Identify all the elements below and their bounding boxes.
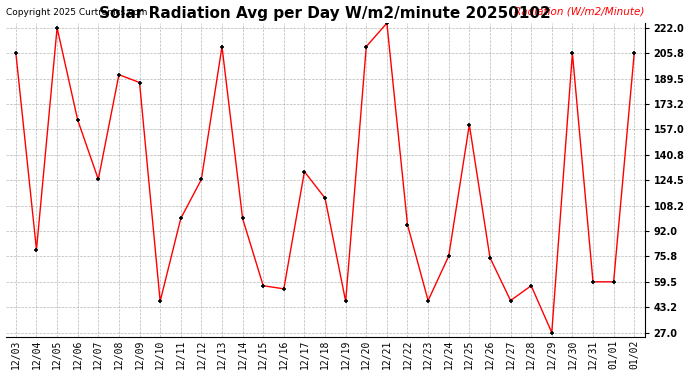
Point (155, 298, 166, 304)
Point (567, 50, 578, 56)
Point (422, 297, 433, 303)
Point (92, 176, 104, 182)
Point (278, 286, 289, 292)
Point (217, 44, 228, 50)
Text: Radiation (W/m2/Minute): Radiation (W/m2/Minute) (514, 7, 644, 17)
Point (505, 297, 516, 303)
Point (443, 253, 454, 259)
Point (629, 50, 640, 56)
Point (257, 283, 268, 289)
Point (31, 247, 42, 253)
Point (608, 279, 619, 285)
Point (72, 117, 83, 123)
Point (237, 216, 248, 222)
Point (134, 80, 145, 86)
Point (587, 279, 598, 285)
Point (361, 44, 372, 50)
Point (299, 169, 310, 175)
Point (402, 222, 413, 228)
Point (484, 255, 495, 261)
Point (52, 25, 63, 31)
Text: Copyright 2025 Curtronics.com: Copyright 2025 Curtronics.com (6, 8, 147, 17)
Point (10, 50, 21, 56)
Point (175, 216, 186, 222)
Title: Solar Radiation Avg per Day W/m2/minute 20250102: Solar Radiation Avg per Day W/m2/minute … (99, 6, 551, 21)
Point (526, 283, 537, 289)
Point (196, 176, 207, 182)
Point (340, 298, 351, 304)
Point (319, 195, 331, 201)
Point (546, 330, 558, 336)
Point (464, 122, 475, 128)
Point (382, 20, 393, 26)
Point (113, 72, 124, 78)
